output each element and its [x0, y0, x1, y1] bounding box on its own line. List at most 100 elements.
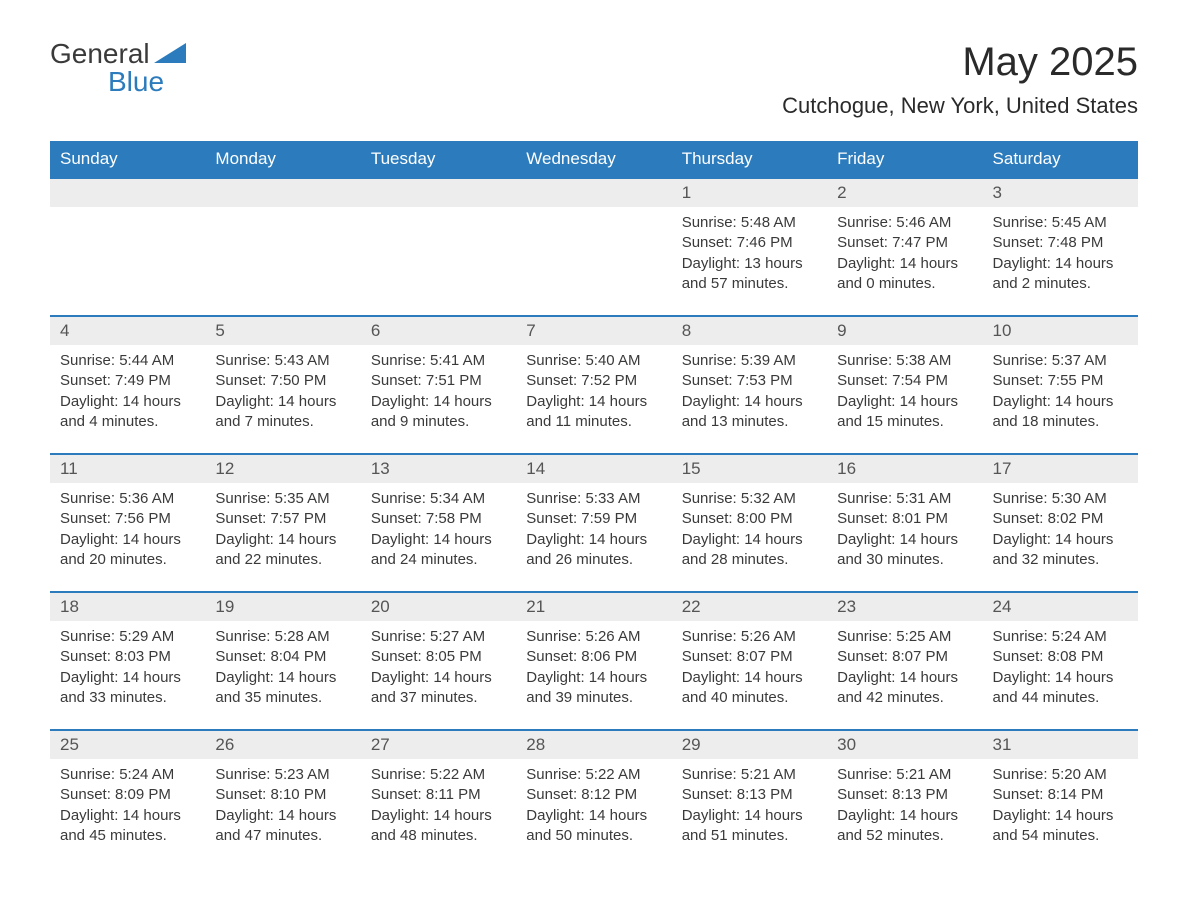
- daylight-text: Daylight: 14 hours and 44 minutes.: [993, 668, 1128, 709]
- day-number: 13: [361, 455, 516, 483]
- day-body: Sunrise: 5:45 AMSunset: 7:48 PMDaylight:…: [983, 207, 1138, 298]
- week-row: 25Sunrise: 5:24 AMSunset: 8:09 PMDayligh…: [50, 730, 1138, 868]
- day-body: Sunrise: 5:39 AMSunset: 7:53 PMDaylight:…: [672, 345, 827, 436]
- day-body: Sunrise: 5:20 AMSunset: 8:14 PMDaylight:…: [983, 759, 1138, 850]
- day-cell: 12Sunrise: 5:35 AMSunset: 7:57 PMDayligh…: [205, 454, 360, 592]
- day-number: 10: [983, 317, 1138, 345]
- day-cell: 29Sunrise: 5:21 AMSunset: 8:13 PMDayligh…: [672, 730, 827, 868]
- day-number: 11: [50, 455, 205, 483]
- week-row: 18Sunrise: 5:29 AMSunset: 8:03 PMDayligh…: [50, 592, 1138, 730]
- day-number: 21: [516, 593, 671, 621]
- sunrise-text: Sunrise: 5:24 AM: [993, 627, 1128, 647]
- daylight-text: Daylight: 14 hours and 18 minutes.: [993, 392, 1128, 433]
- sunset-text: Sunset: 7:47 PM: [837, 233, 972, 253]
- sunrise-text: Sunrise: 5:40 AM: [526, 351, 661, 371]
- daylight-text: Daylight: 14 hours and 50 minutes.: [526, 806, 661, 847]
- day-cell: 1Sunrise: 5:48 AMSunset: 7:46 PMDaylight…: [672, 178, 827, 316]
- day-body: Sunrise: 5:34 AMSunset: 7:58 PMDaylight:…: [361, 483, 516, 574]
- day-cell: 4Sunrise: 5:44 AMSunset: 7:49 PMDaylight…: [50, 316, 205, 454]
- sunrise-text: Sunrise: 5:44 AM: [60, 351, 195, 371]
- sunset-text: Sunset: 8:10 PM: [215, 785, 350, 805]
- sunrise-text: Sunrise: 5:22 AM: [526, 765, 661, 785]
- day-cell: 13Sunrise: 5:34 AMSunset: 7:58 PMDayligh…: [361, 454, 516, 592]
- day-body: Sunrise: 5:36 AMSunset: 7:56 PMDaylight:…: [50, 483, 205, 574]
- sunrise-text: Sunrise: 5:25 AM: [837, 627, 972, 647]
- sunset-text: Sunset: 7:49 PM: [60, 371, 195, 391]
- day-number: 12: [205, 455, 360, 483]
- sunrise-text: Sunrise: 5:24 AM: [60, 765, 195, 785]
- day-number: 30: [827, 731, 982, 759]
- day-number: 27: [361, 731, 516, 759]
- day-cell: 24 Sunrise: 5:24 AMSunset: 8:08 PMDayligh…: [983, 592, 1138, 730]
- daylight-text: Daylight: 14 hours and 24 minutes.: [371, 530, 506, 571]
- day-number: 24: [983, 593, 1138, 621]
- sunset-text: Sunset: 7:56 PM: [60, 509, 195, 529]
- daylight-text: Daylight: 14 hours and 7 minutes.: [215, 392, 350, 433]
- week-row: 1Sunrise: 5:48 AMSunset: 7:46 PMDaylight…: [50, 178, 1138, 316]
- weekday-header: Thursday: [672, 141, 827, 178]
- sunset-text: Sunset: 8:08 PM: [993, 647, 1128, 667]
- daylight-text: Daylight: 14 hours and 28 minutes.: [682, 530, 817, 571]
- daylight-text: Daylight: 14 hours and 9 minutes.: [371, 392, 506, 433]
- day-body: Sunrise: 5:24 AMSunset: 8:09 PMDaylight:…: [50, 759, 205, 850]
- location: Cutchogue, New York, United States: [782, 93, 1138, 119]
- logo-word-2: Blue: [108, 66, 164, 97]
- day-number: 3: [983, 179, 1138, 207]
- weekday-header: Saturday: [983, 141, 1138, 178]
- day-cell: 16Sunrise: 5:31 AMSunset: 8:01 PMDayligh…: [827, 454, 982, 592]
- day-cell: 2Sunrise: 5:46 AMSunset: 7:47 PMDaylight…: [827, 178, 982, 316]
- sunset-text: Sunset: 8:04 PM: [215, 647, 350, 667]
- day-body: Sunrise: 5:23 AMSunset: 8:10 PMDaylight:…: [205, 759, 360, 850]
- week-row: 4Sunrise: 5:44 AMSunset: 7:49 PMDaylight…: [50, 316, 1138, 454]
- day-body: Sunrise: 5:26 AMSunset: 8:06 PMDaylight:…: [516, 621, 671, 712]
- logo: General Blue: [50, 40, 186, 96]
- month-title: May 2025: [782, 40, 1138, 85]
- sunset-text: Sunset: 7:54 PM: [837, 371, 972, 391]
- weekday-header: Sunday: [50, 141, 205, 178]
- day-body: Sunrise: 5:21 AMSunset: 8:13 PMDaylight:…: [827, 759, 982, 850]
- day-cell: 11Sunrise: 5:36 AMSunset: 7:56 PMDayligh…: [50, 454, 205, 592]
- daylight-text: Daylight: 14 hours and 4 minutes.: [60, 392, 195, 433]
- header: General Blue May 2025 Cutchogue, New Yor…: [50, 40, 1138, 131]
- day-cell: [361, 178, 516, 316]
- day-number: 18: [50, 593, 205, 621]
- day-cell: 23Sunrise: 5:25 AMSunset: 8:07 PMDayligh…: [827, 592, 982, 730]
- weekday-header: Friday: [827, 141, 982, 178]
- day-cell: 30Sunrise: 5:21 AMSunset: 8:13 PMDayligh…: [827, 730, 982, 868]
- day-body: Sunrise: 5:22 AMSunset: 8:12 PMDaylight:…: [516, 759, 671, 850]
- day-cell: 14Sunrise: 5:33 AMSunset: 7:59 PMDayligh…: [516, 454, 671, 592]
- sunset-text: Sunset: 8:05 PM: [371, 647, 506, 667]
- day-number: 6: [361, 317, 516, 345]
- day-body: Sunrise: 5:27 AMSunset: 8:05 PMDaylight:…: [361, 621, 516, 712]
- sunrise-text: Sunrise: 5:28 AM: [215, 627, 350, 647]
- sunrise-text: Sunrise: 5:21 AM: [682, 765, 817, 785]
- sunrise-text: Sunrise: 5:26 AM: [682, 627, 817, 647]
- sunrise-text: Sunrise: 5:36 AM: [60, 489, 195, 509]
- sunrise-text: Sunrise: 5:20 AM: [993, 765, 1128, 785]
- day-body: Sunrise: 5:33 AMSunset: 7:59 PMDaylight:…: [516, 483, 671, 574]
- day-body: Sunrise: 5:46 AMSunset: 7:47 PMDaylight:…: [827, 207, 982, 298]
- sunset-text: Sunset: 7:51 PM: [371, 371, 506, 391]
- daylight-text: Daylight: 14 hours and 47 minutes.: [215, 806, 350, 847]
- sunset-text: Sunset: 7:48 PM: [993, 233, 1128, 253]
- day-number: 16: [827, 455, 982, 483]
- sunrise-text: Sunrise: 5:22 AM: [371, 765, 506, 785]
- sunset-text: Sunset: 8:13 PM: [682, 785, 817, 805]
- sunrise-text: Sunrise: 5:30 AM: [993, 489, 1128, 509]
- day-body: Sunrise: 5:44 AMSunset: 7:49 PMDaylight:…: [50, 345, 205, 436]
- calendar-body: 1Sunrise: 5:48 AMSunset: 7:46 PMDaylight…: [50, 178, 1138, 868]
- sunrise-text: Sunrise: 5:21 AM: [837, 765, 972, 785]
- daylight-text: Daylight: 14 hours and 52 minutes.: [837, 806, 972, 847]
- day-number: 1: [672, 179, 827, 207]
- week-row: 11Sunrise: 5:36 AMSunset: 7:56 PMDayligh…: [50, 454, 1138, 592]
- day-number: 9: [827, 317, 982, 345]
- day-cell: 5Sunrise: 5:43 AMSunset: 7:50 PMDaylight…: [205, 316, 360, 454]
- sunset-text: Sunset: 7:58 PM: [371, 509, 506, 529]
- daylight-text: Daylight: 14 hours and 51 minutes.: [682, 806, 817, 847]
- day-cell: 15Sunrise: 5:32 AMSunset: 8:00 PMDayligh…: [672, 454, 827, 592]
- sunrise-text: Sunrise: 5:39 AM: [682, 351, 817, 371]
- day-number: 7: [516, 317, 671, 345]
- sunset-text: Sunset: 8:01 PM: [837, 509, 972, 529]
- day-body: Sunrise: 5:26 AMSunset: 8:07 PMDaylight:…: [672, 621, 827, 712]
- sunset-text: Sunset: 7:57 PM: [215, 509, 350, 529]
